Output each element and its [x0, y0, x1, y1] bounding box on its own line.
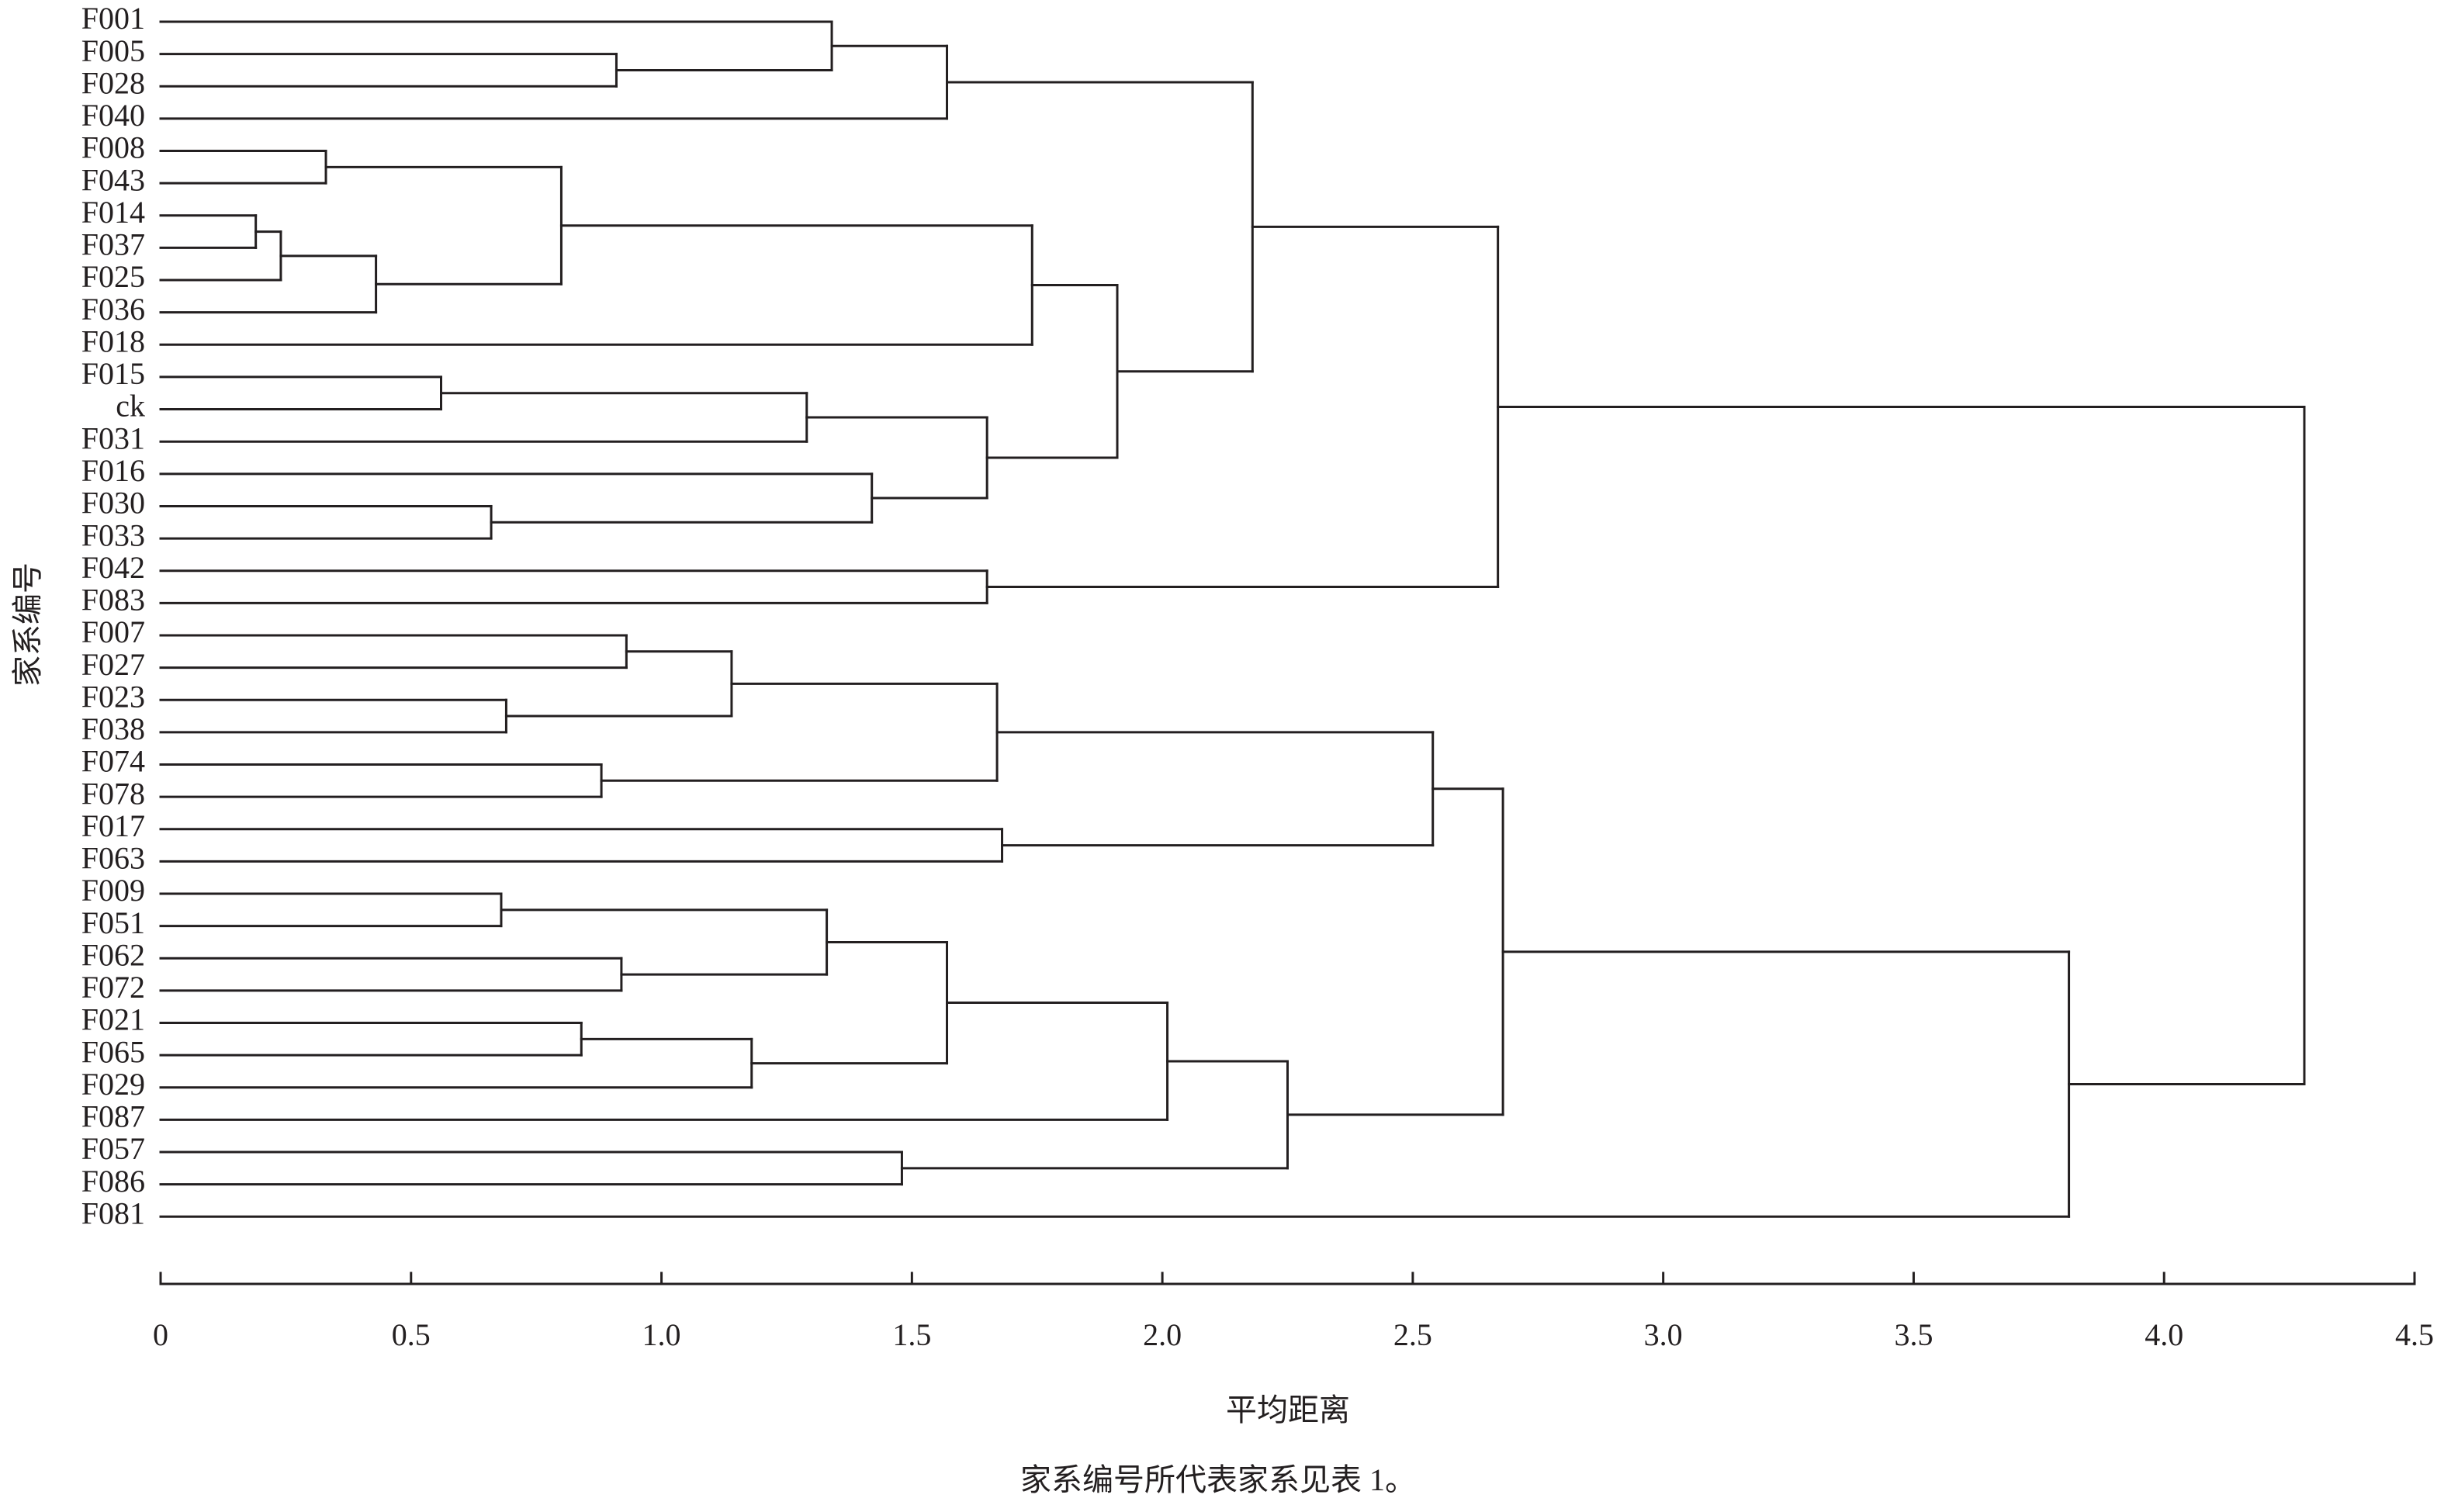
leaf-label: F028	[81, 65, 145, 100]
leaf-label: F018	[81, 324, 145, 358]
x-axis-label: 平均距离	[1226, 1393, 1350, 1427]
caption: 家系编号所代表家系见表 1。	[1020, 1462, 1416, 1497]
leaf-label: F081	[81, 1195, 145, 1230]
leaf-label: F078	[81, 776, 145, 811]
leaf-label: F042	[81, 550, 145, 585]
leaf-label: F017	[81, 808, 145, 843]
x-tick-label: 3.5	[1894, 1317, 1933, 1352]
x-tick-label: 1.0	[642, 1317, 681, 1352]
leaf-label: F072	[81, 970, 145, 1005]
x-tick-label: 4.5	[2395, 1317, 2434, 1352]
leaf-label: F005	[81, 33, 145, 68]
leaf-label: F027	[81, 647, 145, 682]
x-tick-label: 3.0	[1644, 1317, 1683, 1352]
y-axis-label: 家系编号	[10, 562, 45, 687]
leaf-label: F043	[81, 162, 145, 197]
leaf-label: F016	[81, 453, 145, 488]
leaf-label: F057	[81, 1131, 145, 1166]
x-tick-label: 4.0	[2145, 1317, 2183, 1352]
leaf-label: F007	[81, 614, 145, 649]
leaf-label: F009	[81, 873, 145, 908]
x-tick-label: 2.0	[1143, 1317, 1182, 1352]
x-tick-label: 0.5	[392, 1317, 431, 1352]
leaf-label: F087	[81, 1099, 145, 1134]
leaf-label: F021	[81, 1002, 145, 1037]
leaf-label: F051	[81, 905, 145, 940]
leaf-label: F029	[81, 1067, 145, 1102]
leaf-label: F033	[81, 517, 145, 552]
leaf-label: F023	[81, 679, 145, 714]
leaf-label: F036	[81, 292, 145, 327]
leaf-label: F062	[81, 937, 145, 972]
leaf-label: F040	[81, 98, 145, 133]
x-tick-label: 1.5	[892, 1317, 931, 1352]
leaf-label: F083	[81, 583, 145, 618]
leaf-label: F074	[81, 744, 145, 779]
leaf-label: F015	[81, 356, 145, 391]
leaf-label: F086	[81, 1164, 145, 1199]
leaf-label: F031	[81, 420, 145, 455]
leaf-label: F038	[81, 711, 145, 746]
leaf-label: F037	[81, 227, 145, 262]
x-tick-label: 0	[153, 1317, 168, 1352]
leaf-label: F008	[81, 130, 145, 165]
leaf-label: F001	[81, 1, 145, 36]
x-tick-label: 2.5	[1393, 1317, 1432, 1352]
leaf-label: ck	[116, 389, 145, 424]
leaf-label: F025	[81, 259, 145, 294]
leaf-label: F063	[81, 841, 145, 876]
leaf-label: F065	[81, 1034, 145, 1069]
leaf-label: F014	[81, 195, 145, 230]
leaf-label: F030	[81, 486, 145, 521]
